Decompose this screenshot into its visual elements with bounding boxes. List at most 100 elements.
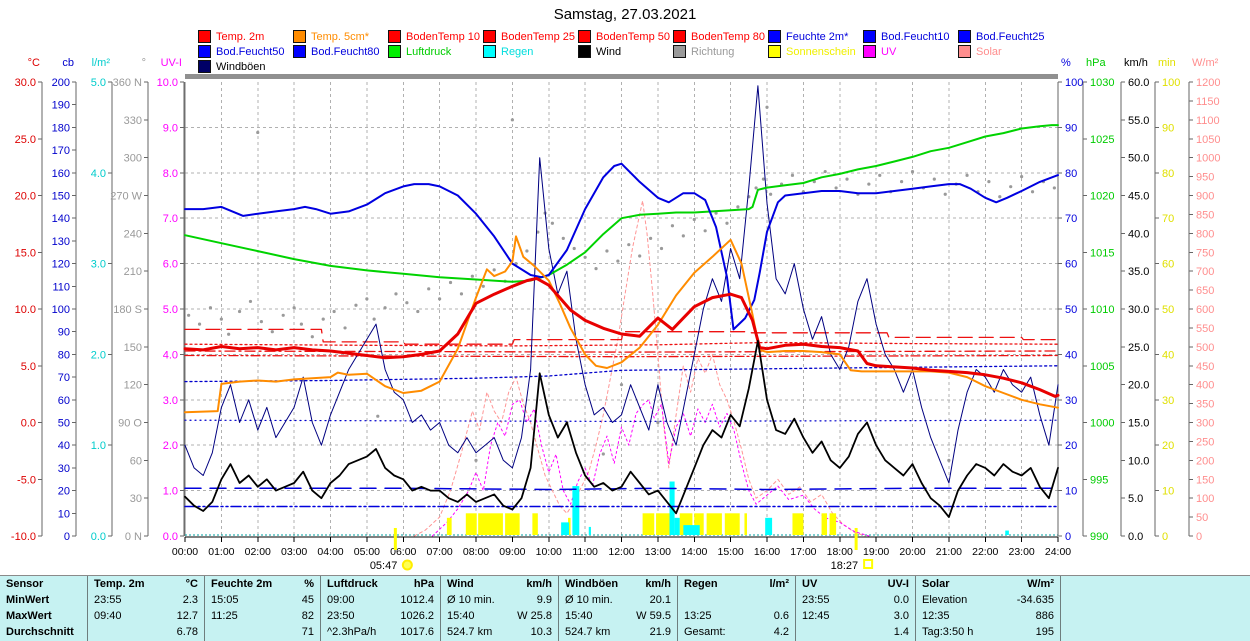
legend-item-feuchte-2m[interactable]: Feuchte 2m* xyxy=(768,30,848,43)
svg-text:150: 150 xyxy=(124,342,142,354)
series-luftdruck xyxy=(184,124,1059,283)
legend-item-wind[interactable]: Wind xyxy=(578,45,621,58)
legend-label: Sonnenschein xyxy=(786,45,856,58)
legend-item-bodentemp-80[interactable]: BodenTemp 80 xyxy=(673,30,765,43)
legend-swatch-temp-2m xyxy=(198,30,211,43)
legend-item-luftdruck[interactable]: Luftdruck xyxy=(388,45,451,58)
svg-text:60.0: 60.0 xyxy=(1128,77,1149,89)
stats-cell-label: 15:40 xyxy=(565,610,593,622)
axis-wm2: W/m² 0 50 100 150 200 250 300 350 400 450 500 550 600… xyxy=(1188,57,1220,543)
legend-item-bod-feucht50[interactable]: Bod.Feucht50 xyxy=(198,45,285,58)
svg-text:15.0: 15.0 xyxy=(15,247,36,259)
grid xyxy=(185,82,1058,536)
legend-item-temp-2m[interactable]: Temp. 2m xyxy=(198,30,264,43)
legend-label: Solar xyxy=(976,45,1002,58)
svg-text:160: 160 xyxy=(52,168,70,180)
stats-cell-value: 9.9 xyxy=(536,594,552,606)
legend-item-bodentemp-10[interactable]: BodenTemp 10 xyxy=(388,30,480,43)
svg-text:10: 10 xyxy=(58,508,70,520)
series-bodentemp-80 xyxy=(184,354,1059,358)
legend-item-uv[interactable]: UV xyxy=(863,45,896,58)
svg-text:UV-I: UV-I xyxy=(161,57,182,69)
svg-text:°C: °C xyxy=(28,57,40,69)
series-feuchte-2m xyxy=(184,162,1059,331)
svg-text:1010: 1010 xyxy=(1090,304,1114,316)
stats-cell-value: W 59.5 xyxy=(636,610,671,622)
legend-swatch-windboeen xyxy=(198,60,211,73)
legend-item-sonnenschein[interactable]: Sonnenschein xyxy=(768,45,856,58)
svg-text:50: 50 xyxy=(1196,512,1208,524)
legend-swatch-sonnenschein xyxy=(768,45,781,58)
stats-cell-value: 886 xyxy=(1035,610,1054,622)
svg-text:15.0: 15.0 xyxy=(1128,418,1149,430)
stats-cell-label: 09:00 xyxy=(327,594,355,606)
svg-text:15:00: 15:00 xyxy=(717,546,743,558)
legend-swatch-bodentemp-80 xyxy=(673,30,686,43)
legend-label: Feuchte 2m* xyxy=(786,30,849,43)
stats-col-name: Luftdruck xyxy=(327,578,378,590)
svg-text:08:00: 08:00 xyxy=(463,546,489,558)
svg-text:990: 990 xyxy=(1090,531,1108,543)
svg-text:20: 20 xyxy=(1065,440,1077,452)
stats-col-unit: % xyxy=(304,578,314,590)
legend-item-temp-5cm[interactable]: Temp. 5cm* xyxy=(293,30,369,43)
stats-cell-value: 1017.6 xyxy=(400,626,434,638)
legend-item-solar[interactable]: Solar xyxy=(958,45,1002,58)
stats-cell-value: 21.9 xyxy=(649,626,671,638)
svg-text:1005: 1005 xyxy=(1090,361,1114,373)
svg-text:6.0: 6.0 xyxy=(163,259,178,271)
svg-text:0.0: 0.0 xyxy=(91,531,106,543)
stats-cell-value: 0.0 xyxy=(893,594,909,606)
stats-cell-label: Ø 10 min. xyxy=(565,594,613,606)
weather-chart: °C -10.0 -5.0 0.0 5.0 10.0 15.0 20.0 25.0 30.0 cb 0… xyxy=(11,57,1221,572)
stats-col-wind: Wind km/h Ø 10 min. 9.9 15:40 W 25.8 524.7 km 1… xyxy=(440,576,559,641)
stats-col-unit: km/h xyxy=(645,578,671,590)
stats-row-label: Sensor xyxy=(6,578,44,590)
legend-item-bod-feucht80[interactable]: Bod.Feucht80 xyxy=(293,45,380,58)
svg-text:3.0: 3.0 xyxy=(91,259,106,271)
stats-col-unit: W/m² xyxy=(1027,578,1054,590)
legend-item-bod-feucht25[interactable]: Bod.Feucht25 xyxy=(958,30,1045,43)
svg-text:70: 70 xyxy=(1065,213,1077,225)
svg-text:1.0: 1.0 xyxy=(91,440,106,452)
legend-label: Windböen xyxy=(216,60,266,73)
legend-item-richtung[interactable]: Richtung xyxy=(673,45,734,58)
stats-cell-value: 4.2 xyxy=(773,626,789,638)
legend-swatch-bod-feucht50 xyxy=(198,45,211,58)
stats-cell-value: 3.0 xyxy=(893,610,909,622)
stats-cell-value: 1026.2 xyxy=(400,610,434,622)
svg-text:16:00: 16:00 xyxy=(754,546,780,558)
stats-row-label: Durchschnitt xyxy=(6,626,74,638)
legend-swatch-bodentemp-25 xyxy=(483,30,496,43)
stats-cell-value: 45 xyxy=(301,594,314,606)
svg-text:80: 80 xyxy=(58,349,70,361)
svg-text:05:47: 05:47 xyxy=(370,560,398,572)
stats-cell-label: 13:25 xyxy=(684,610,712,622)
svg-text:170: 170 xyxy=(52,145,70,157)
svg-text:1100: 1100 xyxy=(1196,115,1220,127)
svg-text:22:00: 22:00 xyxy=(972,546,998,558)
svg-text:8.0: 8.0 xyxy=(163,168,178,180)
svg-text:07:00: 07:00 xyxy=(426,546,452,558)
legend-label: BodenTemp 10 xyxy=(406,30,480,43)
legend-swatch-regen xyxy=(483,45,496,58)
legend-label: Temp. 5cm* xyxy=(311,30,370,43)
legend-swatch-wind xyxy=(578,45,591,58)
svg-text:90: 90 xyxy=(1065,122,1077,134)
stats-col-unit: °C xyxy=(185,578,198,590)
svg-text:0: 0 xyxy=(1162,531,1168,543)
legend-item-regen[interactable]: Regen xyxy=(483,45,533,58)
legend-item-windboeen[interactable]: Windböen xyxy=(198,60,266,73)
legend-item-bodentemp-25[interactable]: BodenTemp 25 xyxy=(483,30,575,43)
legend-item-bod-feucht10[interactable]: Bod.Feucht10 xyxy=(863,30,950,43)
stats-cell-label: 23:50 xyxy=(327,610,355,622)
sunset-icon xyxy=(863,559,874,569)
axis-uvi: UV-I 0.0 1.0 2.0 3.0 4.0 5.0 6.0 7.0 8.0 9.0 10.0 xyxy=(157,57,185,543)
stats-cell-value: 6.78 xyxy=(176,626,198,638)
svg-text:09:00: 09:00 xyxy=(499,546,525,558)
stats-col-name: Feuchte 2m xyxy=(211,578,273,590)
svg-text:23:00: 23:00 xyxy=(1008,546,1034,558)
legend-item-bodentemp-50[interactable]: BodenTemp 50 xyxy=(578,30,670,43)
svg-text:600: 600 xyxy=(1196,304,1214,316)
svg-text:100: 100 xyxy=(52,304,70,316)
